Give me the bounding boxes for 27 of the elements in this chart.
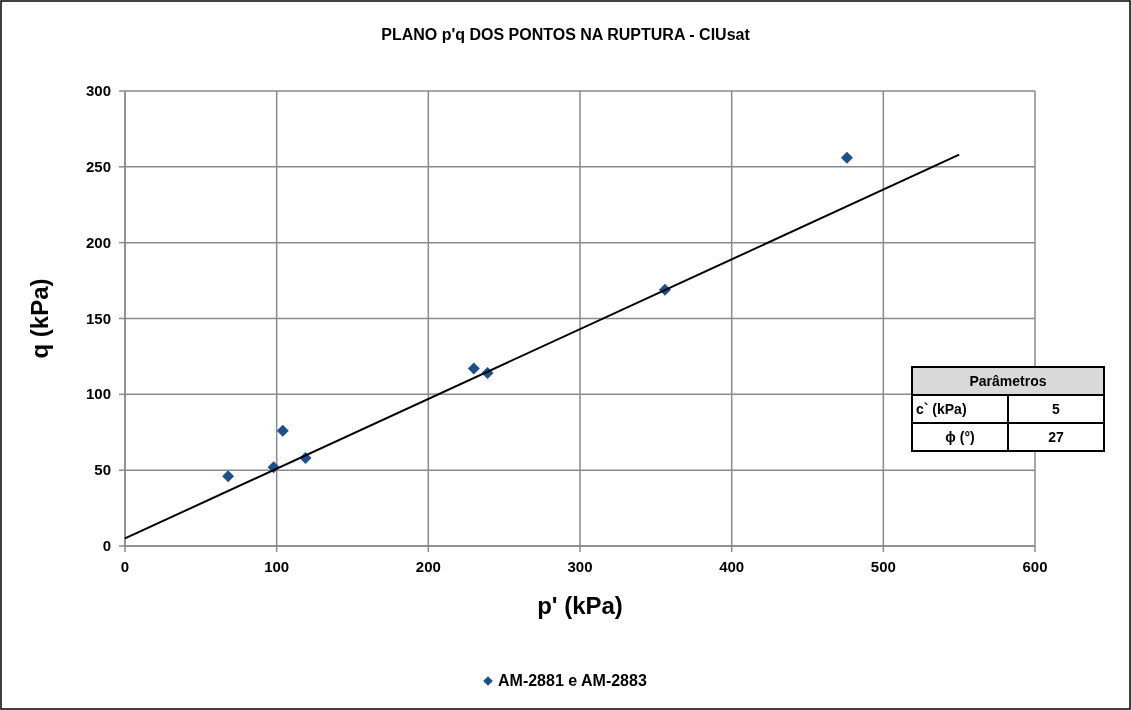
- annotation: Parâmetros: [969, 373, 1047, 389]
- legend-label: AM-2881 e AM-2883: [498, 672, 647, 689]
- y-tick-label: 250: [85, 157, 111, 175]
- annotation: ϕ (°): [945, 429, 975, 445]
- point: [276, 424, 289, 437]
- y-tick-label: 300: [85, 82, 111, 99]
- y-axis-title: q (kPa): [26, 278, 53, 359]
- y-tick-label: 200: [85, 233, 111, 251]
- text: 27: [1048, 429, 1064, 445]
- point: [840, 151, 853, 164]
- x-tick-label: 100: [264, 558, 290, 575]
- x-tick-label: 200: [415, 558, 441, 575]
- point: [467, 362, 480, 375]
- y-tick-label: 150: [85, 309, 111, 327]
- x-axis-title: p' (kPa): [537, 592, 623, 619]
- y-tick-label: 0: [102, 537, 111, 554]
- x-tick-label: 600: [1022, 558, 1048, 575]
- chart-title: PLANO p'q DOS PONTOS NA RUPTURA - CIUsat: [381, 26, 751, 43]
- y-tick-label: 100: [85, 385, 111, 403]
- y-tick-label: 50: [94, 461, 111, 479]
- x-tick-label: 500: [870, 558, 896, 575]
- x-tick-label: 400: [719, 558, 745, 575]
- point: [222, 470, 235, 483]
- x-tick-label: 0: [120, 558, 130, 575]
- annotation: c` (kPa): [916, 401, 967, 417]
- x-tick-label: 300: [567, 558, 593, 575]
- text: 5: [1052, 401, 1061, 417]
